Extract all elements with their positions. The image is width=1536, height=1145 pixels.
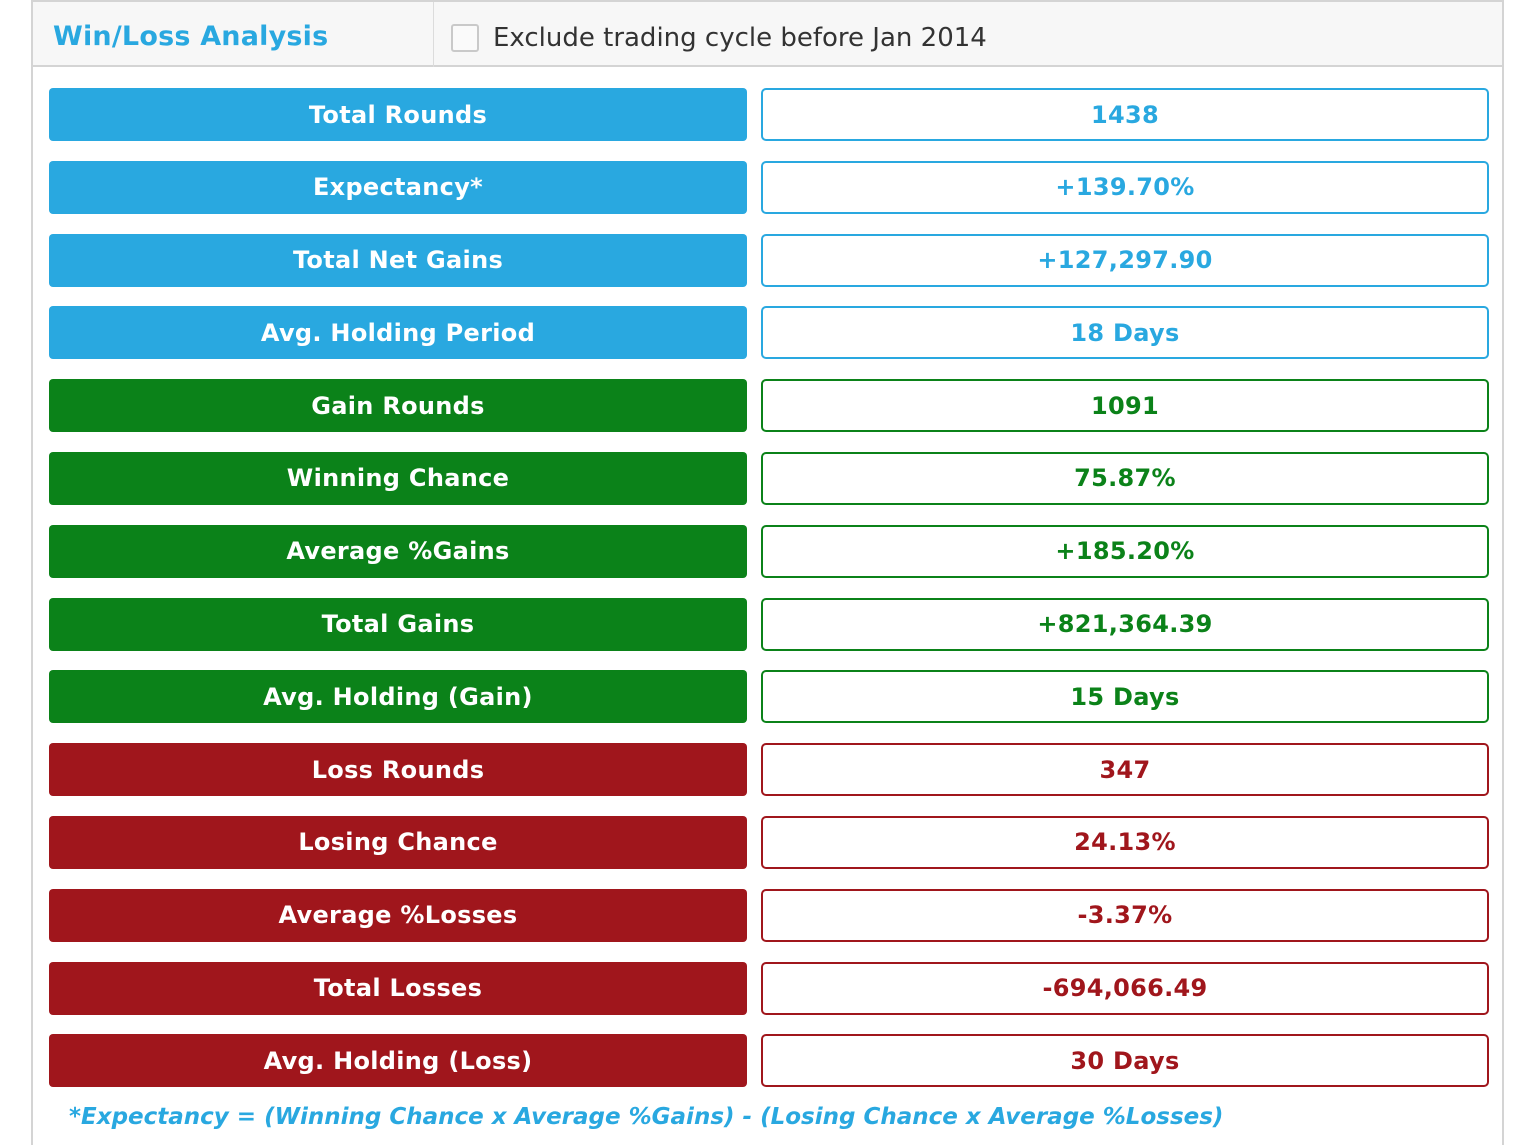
stats-table: Total Rounds 1438 Expectancy* +139.70% T… [49, 88, 1489, 1107]
stat-value: 30 Days [761, 1034, 1489, 1088]
stat-value: -3.37% [761, 888, 1489, 942]
stat-row-total-gains: Total Gains +821,364.39 [49, 597, 1489, 651]
stat-value: 15 Days [761, 670, 1489, 724]
stat-row-winning-chance: Winning Chance 75.87% [49, 451, 1489, 505]
stat-row-avg-holding-period: Avg. Holding Period 18 Days [49, 306, 1489, 360]
stat-row-total-net-gains: Total Net Gains +127,297.90 [49, 233, 1489, 287]
stat-row-expectancy: Expectancy* +139.70% [49, 160, 1489, 214]
stat-value: 18 Days [761, 306, 1489, 360]
stat-row-avg-holding-gain: Avg. Holding (Gain) 15 Days [49, 670, 1489, 724]
stat-value: +185.20% [761, 524, 1489, 578]
stat-row-loss-rounds: Loss Rounds 347 [49, 743, 1489, 797]
stat-label: Expectancy* [49, 160, 747, 214]
stat-value: +139.70% [761, 160, 1489, 214]
stat-row-losing-chance: Losing Chance 24.13% [49, 815, 1489, 869]
exclude-cycle-checkbox[interactable] [451, 23, 479, 52]
stat-row-total-losses: Total Losses -694,066.49 [49, 961, 1489, 1015]
stat-row-avg-holding-loss: Avg. Holding (Loss) 30 Days [49, 1034, 1489, 1088]
stat-value: 1091 [761, 379, 1489, 433]
stat-row-average-losses: Average %Losses -3.37% [49, 888, 1489, 942]
expectancy-footnote: *Expectancy = (Winning Chance x Average … [69, 1104, 1224, 1130]
panel-header: Win/Loss Analysis Exclude trading cycle … [33, 0, 1502, 67]
stat-row-total-rounds: Total Rounds 1438 [49, 88, 1489, 141]
stat-label: Total Net Gains [49, 233, 747, 287]
stat-row-gain-rounds: Gain Rounds 1091 [49, 379, 1489, 433]
stat-label: Total Rounds [49, 88, 747, 141]
stat-label: Winning Chance [49, 451, 747, 505]
stat-value: 24.13% [761, 815, 1489, 869]
exclude-cycle-filter[interactable]: Exclude trading cycle before Jan 2014 [451, 2, 987, 67]
stat-label: Average %Gains [49, 524, 747, 578]
stat-label: Total Gains [49, 597, 747, 651]
exclude-cycle-label[interactable]: Exclude trading cycle before Jan 2014 [493, 22, 987, 53]
win-loss-panel: Win/Loss Analysis Exclude trading cycle … [31, 0, 1504, 1145]
stat-label: Avg. Holding Period [49, 306, 747, 360]
stat-value: +821,364.39 [761, 597, 1489, 651]
stat-label: Total Losses [49, 961, 747, 1015]
stat-label: Gain Rounds [49, 379, 747, 433]
stat-value: 75.87% [761, 451, 1489, 505]
panel-title: Win/Loss Analysis [53, 21, 329, 52]
stat-value: 1438 [761, 88, 1489, 141]
header-divider [433, 2, 434, 67]
stat-label: Average %Losses [49, 888, 747, 942]
stat-row-average-gains: Average %Gains +185.20% [49, 524, 1489, 578]
stat-value: 347 [761, 743, 1489, 797]
stat-label: Avg. Holding (Gain) [49, 670, 747, 724]
stat-label: Avg. Holding (Loss) [49, 1034, 747, 1088]
stat-value: +127,297.90 [761, 233, 1489, 287]
stat-label: Loss Rounds [49, 743, 747, 797]
stat-value: -694,066.49 [761, 961, 1489, 1015]
stat-label: Losing Chance [49, 815, 747, 869]
